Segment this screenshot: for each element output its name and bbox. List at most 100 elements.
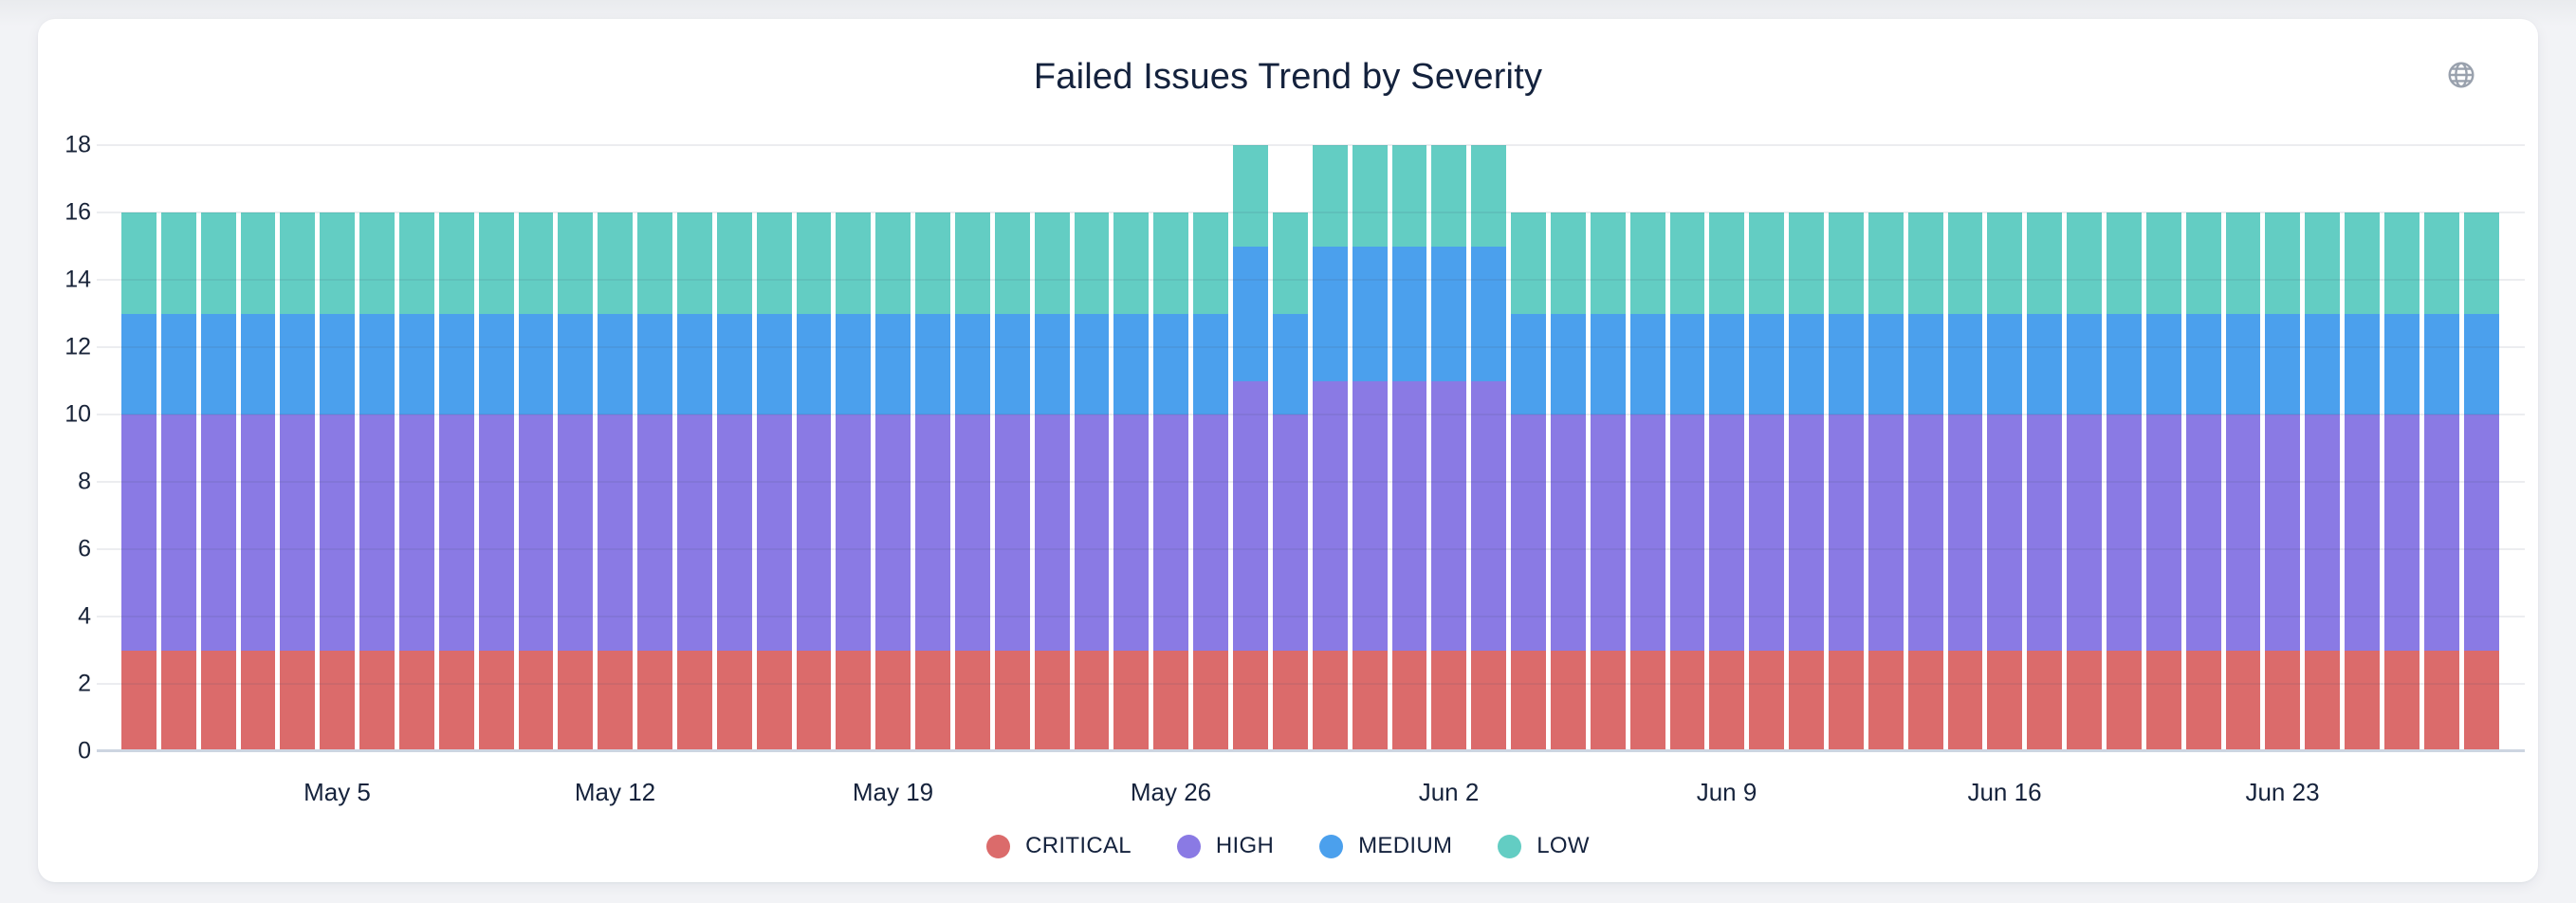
bar-segment-low[interactable] [2225, 212, 2261, 314]
bar-jun-28[interactable] [2463, 212, 2499, 751]
bar-segment-high[interactable] [1828, 415, 1864, 651]
bar-segment-medium[interactable] [478, 313, 514, 415]
bar-segment-critical[interactable] [1907, 650, 1943, 751]
bar-jun-21[interactable] [2185, 212, 2221, 751]
bar-segment-low[interactable] [875, 212, 911, 314]
bar-may-3[interactable] [240, 212, 276, 751]
bar-segment-low[interactable] [200, 212, 236, 314]
bar-segment-low[interactable] [359, 212, 396, 314]
bar-jun-23[interactable] [2265, 212, 2301, 751]
bar-segment-high[interactable] [1391, 380, 1427, 651]
bar-segment-critical[interactable] [716, 650, 752, 751]
bar-may-30[interactable] [1312, 145, 1348, 751]
bar-segment-high[interactable] [796, 415, 832, 651]
bar-segment-medium[interactable] [1868, 313, 1904, 415]
bar-segment-high[interactable] [1471, 380, 1507, 651]
bar-segment-low[interactable] [2423, 212, 2459, 314]
bar-segment-high[interactable] [955, 415, 990, 651]
bar-segment-medium[interactable] [1193, 313, 1229, 415]
bar-may-20[interactable] [915, 212, 951, 751]
bar-segment-medium[interactable] [1153, 313, 1189, 415]
bar-segment-critical[interactable] [2423, 650, 2459, 751]
bar-segment-medium[interactable] [994, 313, 1030, 415]
bar-segment-medium[interactable] [2305, 313, 2341, 415]
bar-segment-low[interactable] [1669, 212, 1705, 314]
bar-segment-medium[interactable] [1113, 313, 1150, 415]
bar-segment-low[interactable] [2185, 212, 2221, 314]
bar-segment-critical[interactable] [121, 650, 156, 751]
bar-segment-low[interactable] [1550, 212, 1586, 314]
bar-jun-6[interactable] [1590, 212, 1626, 751]
bar-jun-8[interactable] [1669, 212, 1705, 751]
bar-segment-high[interactable] [637, 415, 673, 651]
bar-segment-medium[interactable] [160, 313, 196, 415]
bar-segment-medium[interactable] [1987, 313, 2023, 415]
bar-segment-high[interactable] [280, 415, 316, 651]
bar-jun-25[interactable] [2345, 212, 2380, 751]
bar-segment-low[interactable] [1947, 212, 1983, 314]
bar-segment-critical[interactable] [2383, 650, 2420, 751]
bar-segment-medium[interactable] [2185, 313, 2221, 415]
bar-jun-10[interactable] [1749, 212, 1785, 751]
bar-segment-medium[interactable] [121, 313, 156, 415]
bar-may-13[interactable] [637, 212, 673, 751]
bar-segment-high[interactable] [598, 415, 634, 651]
bar-segment-critical[interactable] [994, 650, 1030, 751]
bar-segment-medium[interactable] [1629, 313, 1665, 415]
bar-may-28[interactable] [1233, 145, 1268, 751]
bar-segment-critical[interactable] [558, 650, 594, 751]
bar-jun-7[interactable] [1629, 212, 1665, 751]
bar-jun-17[interactable] [2027, 212, 2063, 751]
bar-segment-low[interactable] [1431, 145, 1467, 247]
bar-jun-24[interactable] [2305, 212, 2341, 751]
bar-segment-medium[interactable] [1907, 313, 1943, 415]
bar-segment-low[interactable] [478, 212, 514, 314]
bar-jun-13[interactable] [1868, 212, 1904, 751]
bar-segment-high[interactable] [1669, 415, 1705, 651]
bar-segment-critical[interactable] [2345, 650, 2380, 751]
bar-segment-high[interactable] [478, 415, 514, 651]
bar-segment-medium[interactable] [1034, 313, 1070, 415]
bar-segment-high[interactable] [1987, 415, 2023, 651]
bar-may-26[interactable] [1153, 212, 1189, 751]
bar-segment-high[interactable] [1113, 415, 1150, 651]
bar-jun-2[interactable] [1431, 145, 1467, 751]
bar-segment-medium[interactable] [1431, 246, 1467, 381]
bar-segment-critical[interactable] [1233, 650, 1268, 751]
bar-segment-low[interactable] [558, 212, 594, 314]
bar-segment-low[interactable] [1233, 145, 1268, 247]
bar-segment-critical[interactable] [1947, 650, 1983, 751]
bar-jun-19[interactable] [2106, 212, 2142, 751]
bar-segment-medium[interactable] [2145, 313, 2181, 415]
bar-segment-low[interactable] [836, 212, 872, 314]
bar-segment-high[interactable] [1550, 415, 1586, 651]
bar-segment-high[interactable] [359, 415, 396, 651]
bar-may-6[interactable] [359, 212, 396, 751]
bar-segment-low[interactable] [2305, 212, 2341, 314]
bar-segment-low[interactable] [915, 212, 951, 314]
bar-segment-high[interactable] [1868, 415, 1904, 651]
bar-segment-low[interactable] [1391, 145, 1427, 247]
bar-segment-low[interactable] [955, 212, 990, 314]
bar-jun-14[interactable] [1907, 212, 1943, 751]
bar-segment-medium[interactable] [1272, 313, 1308, 415]
bar-segment-high[interactable] [1233, 380, 1268, 651]
bar-segment-medium[interactable] [1471, 246, 1507, 381]
bar-segment-low[interactable] [1153, 212, 1189, 314]
bar-segment-high[interactable] [1947, 415, 1983, 651]
bar-segment-critical[interactable] [2185, 650, 2221, 751]
bar-segment-critical[interactable] [2067, 650, 2102, 751]
bar-segment-critical[interactable] [836, 650, 872, 751]
bar-segment-critical[interactable] [1471, 650, 1507, 751]
bar-jun-9[interactable] [1709, 212, 1745, 751]
bar-jun-3[interactable] [1471, 145, 1507, 751]
bar-may-12[interactable] [598, 212, 634, 751]
bar-segment-low[interactable] [677, 212, 712, 314]
bar-segment-critical[interactable] [359, 650, 396, 751]
bar-segment-low[interactable] [1511, 212, 1546, 314]
legend-item-low[interactable]: LOW [1498, 833, 1590, 859]
bar-jun-27[interactable] [2423, 212, 2459, 751]
bar-segment-critical[interactable] [2463, 650, 2499, 751]
bar-segment-low[interactable] [1352, 145, 1388, 247]
bar-jun-16[interactable] [1987, 212, 2023, 751]
